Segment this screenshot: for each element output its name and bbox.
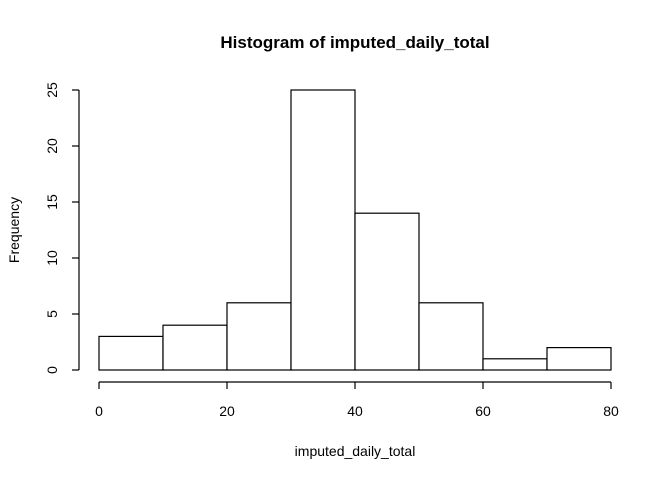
histogram-bar-0 — [98, 335, 164, 371]
x-axis-label: imputed_daily_total — [295, 443, 416, 459]
y-tick-label-5: 5 — [44, 310, 60, 318]
x-tick-label-40: 40 — [347, 403, 363, 419]
histogram-bar-3 — [290, 89, 356, 371]
y-tick-label-25: 25 — [44, 82, 60, 98]
histogram-bar-4 — [354, 212, 420, 371]
x-tick-label-20: 20 — [219, 403, 235, 419]
y-tick-label-0: 0 — [44, 366, 60, 374]
histogram-bar-7 — [546, 347, 612, 371]
bars-group — [98, 89, 612, 371]
chart-title: Histogram of imputed_daily_total — [220, 33, 489, 52]
y-axis-label: Frequency — [6, 197, 22, 263]
y-tick-label-10: 10 — [44, 250, 60, 266]
x-tick-label-60: 60 — [475, 403, 491, 419]
y-axis: 0 5 10 15 20 25 — [44, 82, 80, 374]
histogram-bar-1 — [162, 324, 228, 371]
y-tick-label-15: 15 — [44, 194, 60, 210]
x-tick-label-0: 0 — [95, 403, 103, 419]
x-axis: 0 20 40 60 80 — [95, 381, 619, 419]
histogram-bar-6 — [482, 358, 548, 371]
y-tick-label-20: 20 — [44, 138, 60, 154]
histogram-bar-2 — [226, 302, 292, 371]
x-tick-label-80: 80 — [603, 403, 619, 419]
histogram-bar-5 — [418, 302, 484, 371]
